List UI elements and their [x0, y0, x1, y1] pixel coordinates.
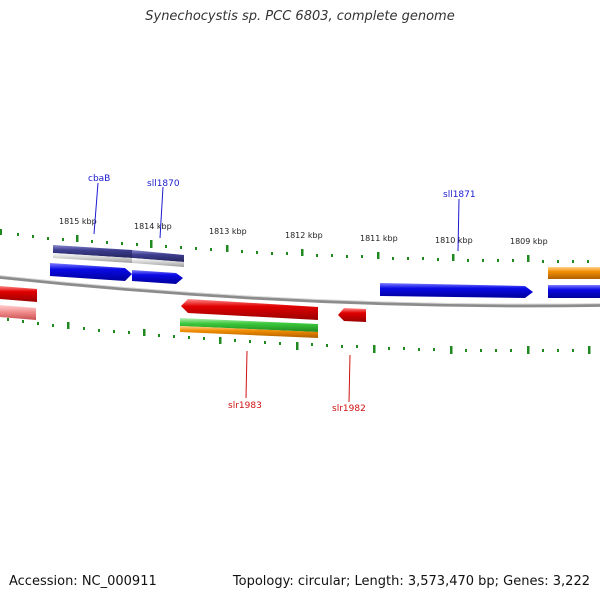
scale-label-1810: 1810 kbp [435, 236, 473, 245]
reverse-features [0, 286, 366, 338]
gene-sll1871[interactable] [380, 283, 533, 298]
scale-label-1811: 1811 kbp [360, 234, 398, 243]
forward-features [50, 245, 600, 298]
gene-slr1983[interactable] [181, 299, 318, 320]
gene-sll1870[interactable] [132, 270, 183, 284]
feature-block[interactable] [53, 245, 132, 258]
scale-label-1814: 1814 kbp [134, 222, 172, 231]
forward-gene-labels: cbaB sll1870 sll1871 [88, 174, 476, 252]
gene-label-slr1983[interactable]: slr1983 [228, 401, 262, 411]
genome-backbone [0, 275, 600, 308]
feature-block[interactable] [180, 318, 318, 332]
feature-block[interactable] [0, 286, 37, 302]
gene-label-sll1871[interactable]: sll1871 [443, 190, 476, 200]
scale-label-1815: 1815 kbp [59, 217, 97, 226]
feature-block[interactable] [548, 285, 600, 298]
gene-label-slr1982[interactable]: slr1982 [332, 404, 366, 414]
scale-label-1812: 1812 kbp [285, 231, 323, 240]
genome-title: Synechocystis sp. PCC 6803, complete gen… [145, 9, 455, 24]
gene-label-sll1870[interactable]: sll1870 [147, 179, 180, 189]
gene-cbaB[interactable] [50, 263, 132, 281]
gene-label-cbaB[interactable]: cbaB [88, 174, 110, 184]
inner-tick-ring [7, 318, 591, 354]
outer-tick-ring [0, 229, 589, 263]
feature-block[interactable] [180, 326, 318, 338]
feature-block [53, 253, 132, 263]
feature-block[interactable] [548, 267, 600, 279]
reverse-gene-labels: slr1983 slr1982 [228, 350, 366, 414]
scale-label-1809: 1809 kbp [510, 237, 548, 246]
feature-block [132, 258, 184, 267]
scale-label-1813: 1813 kbp [209, 227, 247, 236]
accession-text: Accession: NC_000911 [9, 574, 157, 589]
gene-slr1982[interactable] [338, 308, 366, 322]
topology-text: Topology: circular; Length: 3,573,470 bp… [232, 574, 590, 589]
feature-block[interactable] [0, 305, 36, 320]
